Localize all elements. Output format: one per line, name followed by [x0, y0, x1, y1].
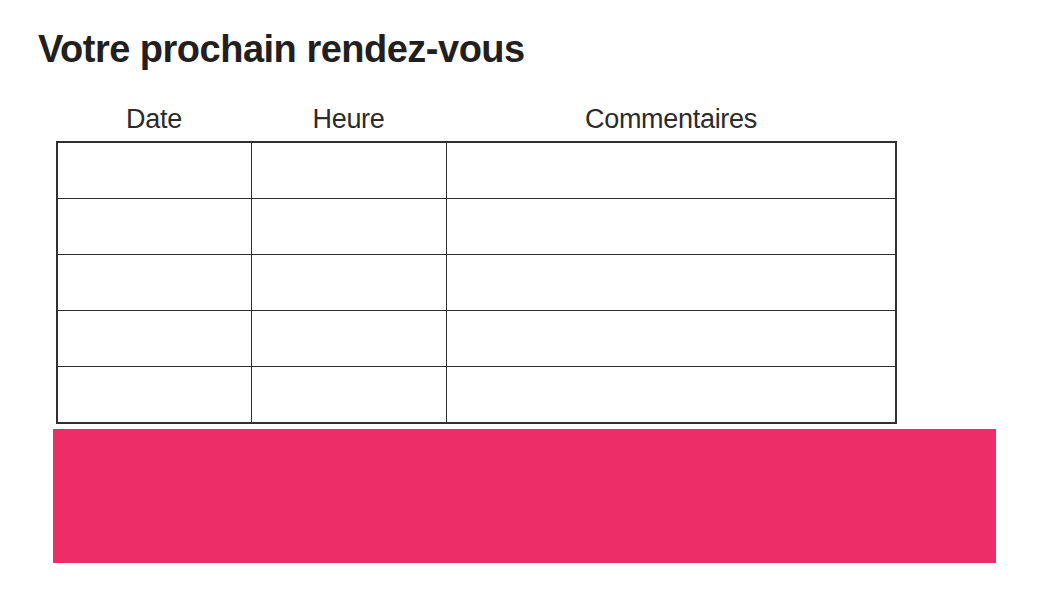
table-cell-commentaires: [446, 367, 896, 424]
table-row: [57, 367, 896, 424]
table-cell-date: [57, 142, 251, 199]
table-row: [57, 142, 896, 199]
table-cell-date: [57, 367, 251, 424]
table-cell-heure: [251, 199, 446, 255]
appointments-table: Date Heure Commentaires: [56, 95, 897, 424]
table-cell-commentaires: [446, 142, 896, 199]
pink-banner: [53, 429, 996, 563]
table-cell-commentaires: [446, 255, 896, 311]
col-header-commentaires: Commentaires: [446, 95, 896, 142]
table-cell-commentaires: [446, 199, 896, 255]
table-cell-date: [57, 311, 251, 367]
table-cell-date: [57, 255, 251, 311]
page: Votre prochain rendez-vous Date Heure Co…: [0, 0, 1050, 600]
table-cell-date: [57, 199, 251, 255]
table-row: [57, 255, 896, 311]
table-cell-heure: [251, 255, 446, 311]
table-row: [57, 311, 896, 367]
col-header-heure: Heure: [251, 95, 446, 142]
col-header-date: Date: [57, 95, 251, 142]
table-cell-heure: [251, 367, 446, 424]
table-row: [57, 199, 896, 255]
page-title: Votre prochain rendez-vous: [38, 27, 525, 71]
table-cell-commentaires: [446, 311, 896, 367]
table-cell-heure: [251, 311, 446, 367]
table-cell-heure: [251, 142, 446, 199]
table-header-row: Date Heure Commentaires: [57, 95, 896, 142]
